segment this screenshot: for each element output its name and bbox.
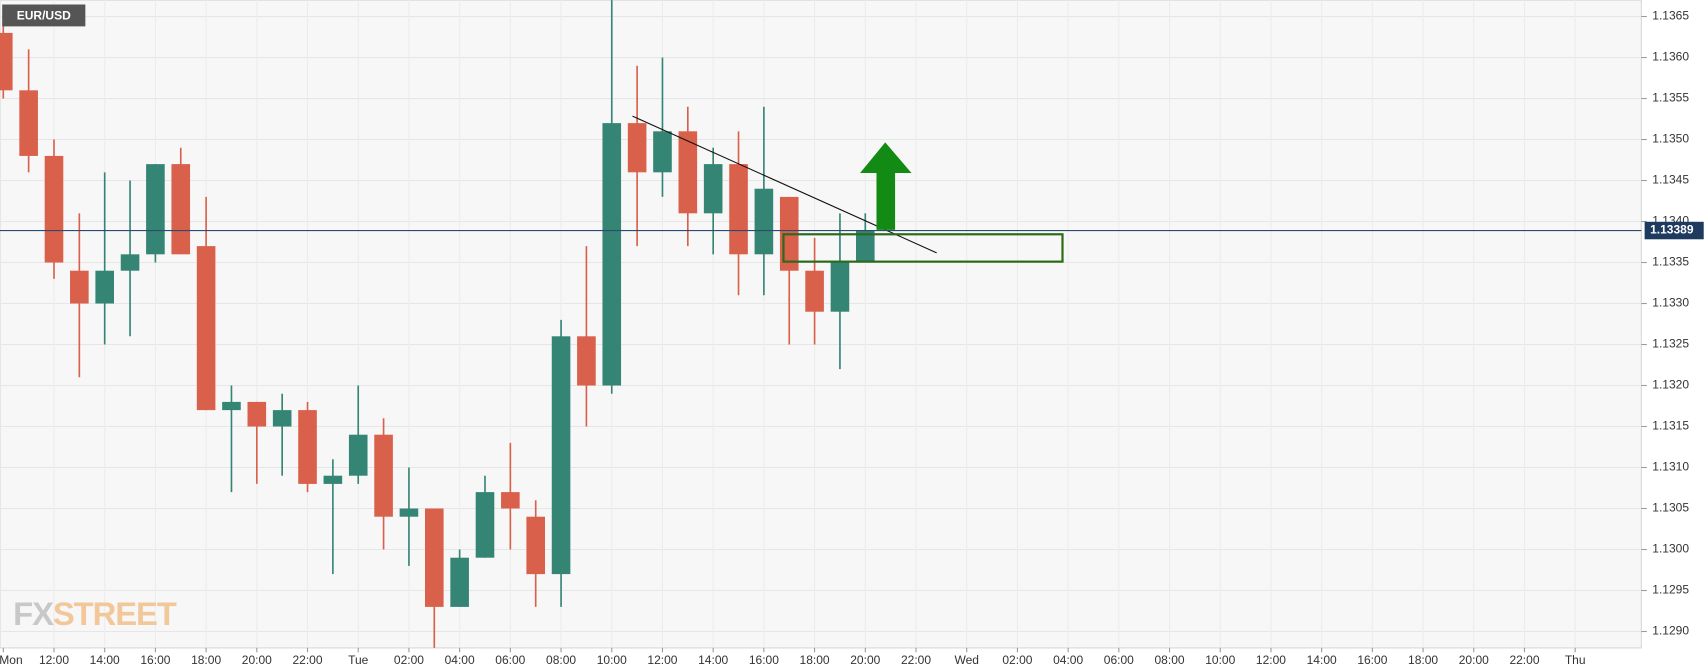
x-tick-label: 02:00	[394, 653, 424, 667]
y-tick-label: 1.1335	[1652, 255, 1689, 269]
candle-body	[703, 164, 723, 214]
x-tick-label: 20:00	[242, 653, 272, 667]
x-tick-label: Wed	[954, 653, 978, 667]
x-tick-label: 22:00	[1509, 653, 1539, 667]
candle-body	[501, 492, 520, 509]
candle-body	[298, 410, 317, 484]
last-price-label: 1.13389	[1650, 223, 1694, 237]
candle-body	[830, 262, 850, 312]
candle-body	[44, 155, 64, 263]
candle-body	[323, 475, 343, 484]
x-tick-label: 10:00	[1205, 653, 1235, 667]
candle-body	[729, 164, 748, 255]
candle-body	[855, 230, 875, 263]
x-tick-label: Mon	[0, 653, 23, 667]
candle-body	[222, 401, 241, 411]
chart-title: EUR/USD	[17, 9, 71, 23]
candle-body	[577, 336, 596, 386]
candle-body	[475, 492, 495, 558]
candle-body	[653, 131, 672, 173]
x-tick-label: 06:00	[495, 653, 525, 667]
y-tick-label: 1.1355	[1652, 91, 1689, 105]
candle-body	[146, 164, 165, 255]
candle-body	[754, 188, 774, 255]
x-tick-label: 08:00	[546, 653, 576, 667]
watermark-suffix: STREET	[53, 595, 177, 632]
candle-body	[526, 516, 546, 575]
watermark: FXSTREET	[13, 595, 177, 632]
candle-body	[0, 32, 13, 91]
x-tick-label: 16:00	[749, 653, 779, 667]
candle-body	[627, 123, 647, 173]
overlay: 1.13389	[0, 221, 1704, 240]
candle-body	[424, 508, 444, 607]
x-tick-label: 04:00	[1053, 653, 1083, 667]
candle-body	[120, 254, 140, 271]
support-zone	[782, 233, 1064, 263]
candle-body	[19, 90, 38, 156]
x-tick-label: 12:00	[39, 653, 69, 667]
candle-body	[805, 270, 824, 312]
x-tick-label: 10:00	[597, 653, 627, 667]
y-tick-label: 1.1320	[1652, 378, 1689, 392]
x-tick-label: 14:00	[1307, 653, 1337, 667]
y-tick-label: 1.1305	[1652, 501, 1689, 515]
y-tick-label: 1.1310	[1652, 460, 1689, 474]
x-tick-label: 18:00	[1408, 653, 1438, 667]
y-tick-label: 1.1300	[1652, 542, 1689, 556]
candle-body	[374, 434, 393, 517]
plot-area	[0, 0, 1642, 649]
watermark-prefix: FX	[13, 595, 54, 632]
candle-body	[602, 123, 622, 386]
x-tick-label: 20:00	[1459, 653, 1489, 667]
candle-body	[551, 336, 571, 575]
y-tick-label: 1.1325	[1652, 337, 1689, 351]
x-tick-label: 16:00	[140, 653, 170, 667]
x-tick-label: 12:00	[647, 653, 677, 667]
x-tick-label: Thu	[1565, 653, 1586, 667]
x-tick-label: 16:00	[1357, 653, 1387, 667]
x-tick-label: 06:00	[1104, 653, 1134, 667]
candle-body	[196, 246, 216, 411]
y-tick-label: 1.1330	[1652, 296, 1689, 310]
y-tick-label: 1.1350	[1652, 132, 1689, 146]
x-tick-label: 04:00	[445, 653, 475, 667]
candle-body	[95, 270, 114, 304]
candle-body	[70, 270, 89, 304]
y-tick-label: 1.1360	[1652, 50, 1689, 64]
x-tick-label: 14:00	[90, 653, 120, 667]
y-tick-label: 1.1290	[1652, 624, 1689, 638]
candle-body	[247, 401, 267, 427]
x-tick-label: 20:00	[850, 653, 880, 667]
y-tick-label: 1.1365	[1652, 9, 1689, 23]
candle-body	[678, 131, 698, 214]
x-tick-label: 12:00	[1256, 653, 1286, 667]
up-arrow	[860, 142, 912, 230]
candle-body	[272, 410, 292, 427]
y-tick-label: 1.1315	[1652, 419, 1689, 433]
candle-body	[399, 508, 419, 517]
x-tick-label: 22:00	[292, 653, 322, 667]
x-tick-label: 18:00	[191, 653, 221, 667]
x-tick-label: 02:00	[1002, 653, 1032, 667]
y-tick-label: 1.1295	[1652, 583, 1689, 597]
candle-body	[171, 164, 191, 255]
y-tick-label: 1.1345	[1652, 173, 1689, 187]
x-tick-label: 18:00	[800, 653, 830, 667]
x-tick-label: 22:00	[901, 653, 931, 667]
last-price-box	[1644, 221, 1704, 240]
x-tick-label: Tue	[348, 653, 369, 667]
candle-body	[450, 557, 469, 607]
title-box	[2, 4, 86, 27]
candle-body	[348, 434, 368, 476]
x-tick-label: 14:00	[698, 653, 728, 667]
candles	[0, 0, 875, 648]
x-tick-label: 08:00	[1154, 653, 1184, 667]
